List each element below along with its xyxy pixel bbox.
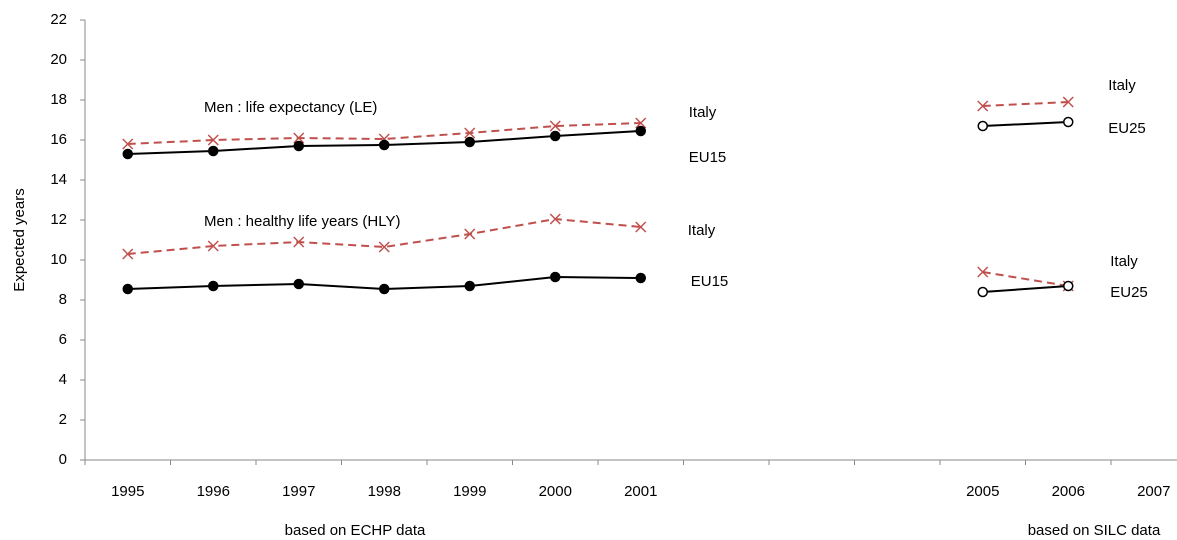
marker: [122, 248, 134, 260]
marker: [464, 228, 476, 240]
marker: [464, 280, 475, 292]
marker: [378, 241, 390, 253]
marker: [1062, 96, 1074, 108]
series-label: Italy: [688, 222, 716, 239]
marker: [208, 280, 219, 292]
series-label: EU15: [689, 149, 727, 166]
y-tick-label: 4: [59, 371, 67, 388]
x-tick-label: 1998: [368, 483, 401, 500]
series-label: EU25: [1110, 284, 1148, 301]
marker: [293, 132, 305, 144]
x-tick-label: 2001: [624, 483, 657, 500]
series-label: Italy: [689, 104, 717, 121]
y-tick-label: 18: [50, 91, 67, 108]
x-tick-label: 2000: [539, 483, 572, 500]
marker: [1063, 116, 1074, 128]
marker: [549, 120, 561, 132]
annotation: based on ECHP data: [285, 522, 426, 539]
marker: [122, 283, 133, 295]
marker: [122, 138, 134, 150]
marker: [464, 127, 476, 139]
y-axis-label: Expected years: [11, 188, 28, 291]
y-tick-label: 20: [50, 51, 67, 68]
marker: [293, 278, 304, 290]
series-line: [982, 101, 1069, 107]
marker: [293, 140, 304, 152]
marker: [977, 120, 988, 132]
marker: [207, 240, 219, 252]
x-tick-label: 1995: [111, 483, 144, 500]
y-tick-label: 16: [50, 131, 67, 148]
marker: [464, 136, 475, 148]
series-line: [982, 271, 1069, 287]
marker: [635, 125, 646, 137]
x-tick-label: 2006: [1052, 483, 1085, 500]
x-tick-label: 1997: [282, 483, 315, 500]
x-tick-label: 1999: [453, 483, 486, 500]
marker: [208, 145, 219, 157]
annotation: Men : healthy life years (HLY): [204, 213, 400, 230]
series-label: Italy: [1110, 253, 1138, 270]
marker: [977, 100, 989, 112]
x-tick-label: 2005: [966, 483, 999, 500]
marker: [635, 221, 647, 233]
y-tick-label: 14: [50, 171, 67, 188]
marker: [977, 286, 988, 298]
series-line: [982, 121, 1069, 127]
marker: [207, 134, 219, 146]
y-tick-label: 12: [50, 211, 67, 228]
marker: [635, 117, 647, 129]
series-label: EU25: [1108, 120, 1146, 137]
marker: [550, 130, 561, 142]
annotation: Men : life expectancy (LE): [204, 99, 377, 116]
x-tick-label: 1996: [197, 483, 230, 500]
marker: [379, 139, 390, 151]
series-label: Italy: [1108, 77, 1136, 94]
marker: [977, 266, 989, 278]
y-tick-label: 2: [59, 411, 67, 428]
series-line: [982, 285, 1069, 293]
marker: [550, 271, 561, 283]
y-tick-label: 10: [50, 251, 67, 268]
x-tick-label: 2007: [1137, 483, 1170, 500]
y-tick-label: 6: [59, 331, 67, 348]
series-label: EU15: [691, 273, 729, 290]
marker: [293, 236, 305, 248]
marker: [1063, 280, 1074, 292]
marker: [635, 272, 646, 284]
y-tick-label: 8: [59, 291, 67, 308]
annotation: based on SILC data: [1028, 522, 1161, 539]
marker: [549, 213, 561, 225]
marker: [379, 283, 390, 295]
marker: [122, 148, 133, 160]
y-tick-label: 0: [59, 451, 67, 468]
y-tick-label: 22: [50, 11, 67, 28]
